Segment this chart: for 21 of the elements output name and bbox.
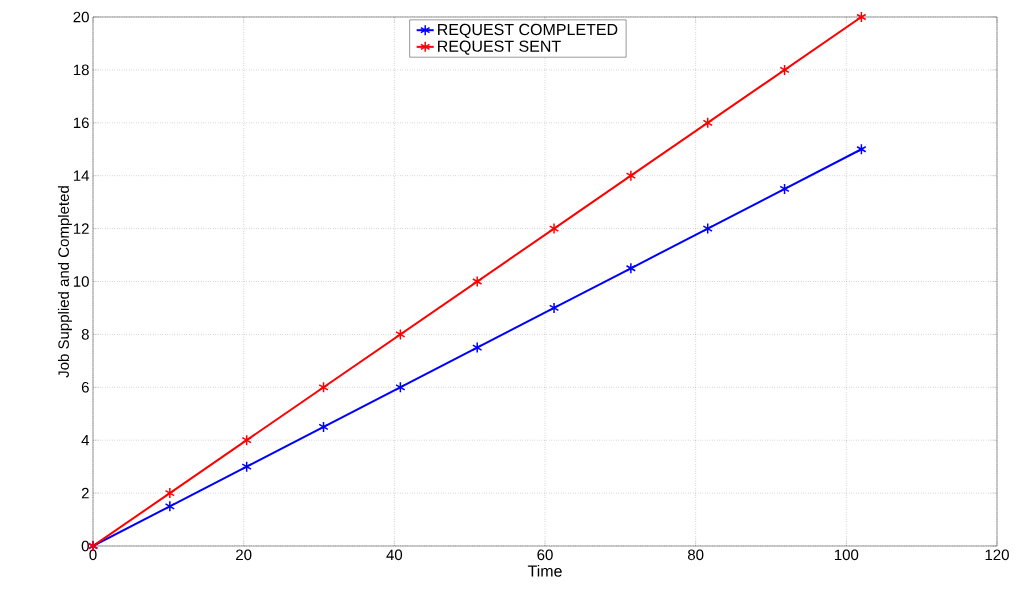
y-tick-label: 20 [73, 11, 89, 23]
y-tick-label: 18 [73, 64, 89, 76]
y-tick-label: 6 [81, 381, 89, 393]
y-tick-label: 16 [73, 117, 89, 129]
y-axis-title: Job Supplied and Completed [57, 186, 72, 378]
x-axis-title: Time [527, 565, 562, 577]
y-tick-label: 2 [81, 487, 89, 499]
y-tick-label: 0 [81, 540, 89, 552]
x-tick-label: 80 [687, 549, 704, 561]
y-tick-label: 14 [73, 170, 90, 181]
legend-label: REQUEST SENT [438, 40, 561, 55]
x-tick-label: 100 [834, 549, 859, 561]
x-tick-label: 120 [985, 549, 1009, 561]
y-tick-label: 4 [81, 435, 90, 446]
legend-label: REQUEST COMPLETED [438, 23, 618, 39]
x-tick-label: 40 [386, 549, 403, 561]
y-tick-label: 12 [73, 223, 89, 234]
y-tick-label: 8 [81, 329, 89, 340]
y-tick-label: 10 [73, 276, 89, 287]
x-tick-label: 20 [236, 549, 252, 561]
x-tick-label: 60 [537, 549, 553, 561]
